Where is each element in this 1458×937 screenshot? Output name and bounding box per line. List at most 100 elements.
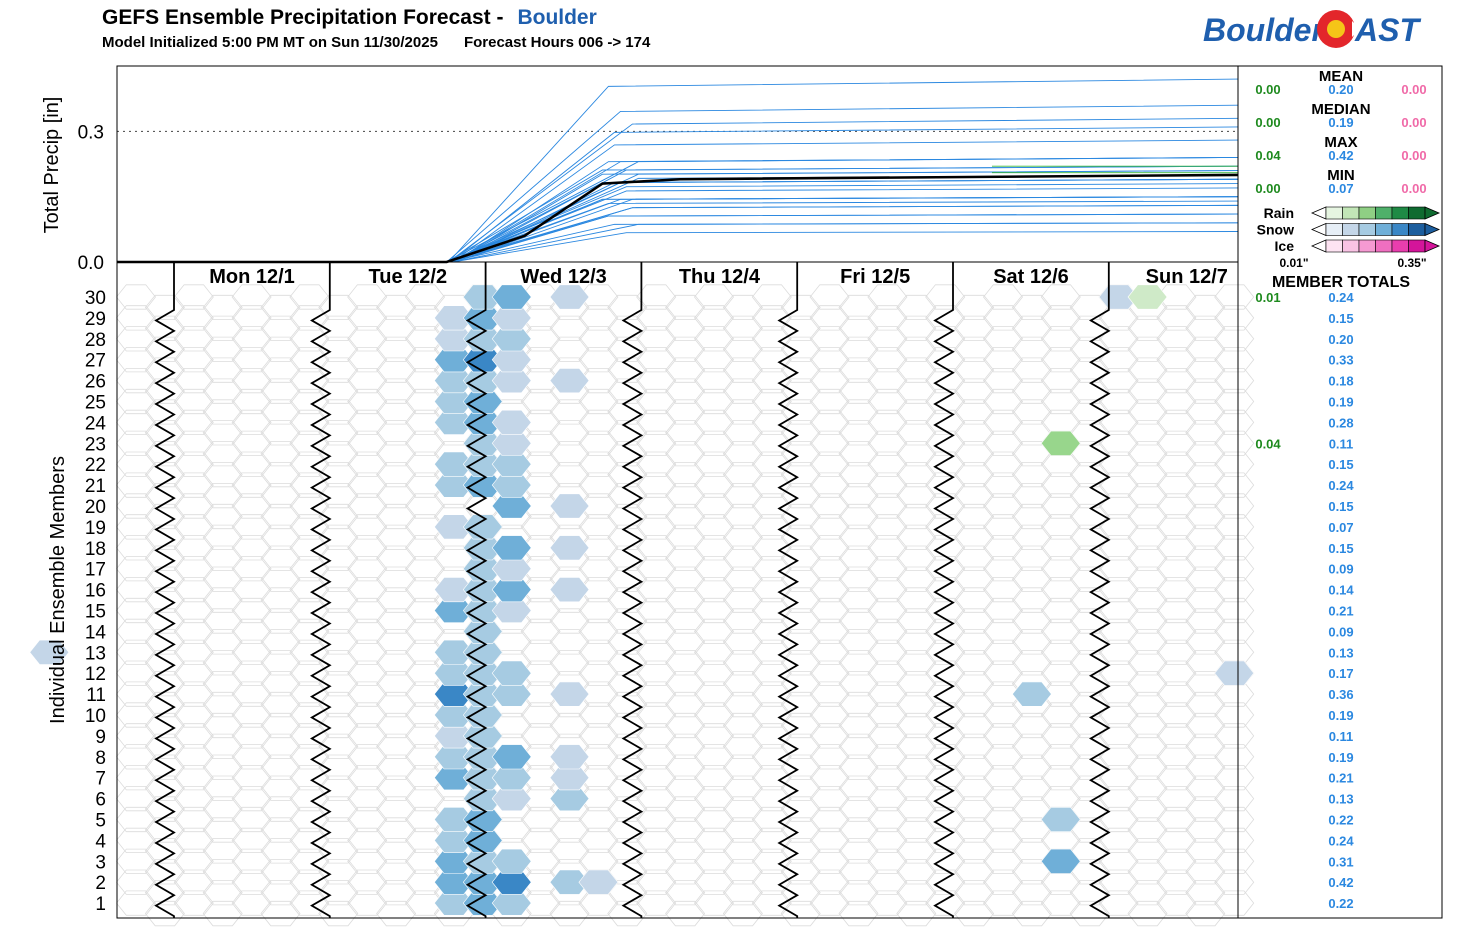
grid-hex	[578, 367, 619, 394]
grid-hex	[1040, 367, 1081, 394]
grid-hex	[1214, 556, 1255, 582]
grid-hex	[347, 639, 388, 665]
grid-hex	[1127, 671, 1168, 697]
grid-hex	[549, 441, 590, 467]
stat-snow-value: 0.42	[1328, 148, 1353, 163]
grid-hex	[954, 294, 995, 321]
grid-hex	[665, 629, 706, 655]
member-total-snow: 0.42	[1328, 875, 1353, 890]
grid-hex	[347, 409, 388, 436]
grid-hex	[693, 827, 735, 853]
grid-hex	[318, 671, 359, 697]
grid-hex	[404, 535, 446, 561]
grid-hex	[1069, 817, 1110, 843]
grid-hex	[751, 577, 792, 603]
grid-hex	[693, 556, 735, 582]
grid-hex	[144, 796, 185, 822]
grid-hex	[1069, 838, 1110, 864]
grid-hex	[260, 587, 301, 613]
grid-hex	[318, 608, 359, 634]
stat-rain-value: 0.00	[1255, 82, 1280, 97]
grid-hex	[289, 577, 330, 603]
grid-hex	[144, 566, 185, 592]
grid-hex	[636, 388, 677, 415]
grid-hex	[347, 660, 388, 686]
grid-hex	[780, 859, 821, 885]
grid-hex	[838, 775, 879, 801]
grid-hex	[636, 869, 677, 895]
grid-hex	[838, 608, 879, 634]
grid-hex	[896, 691, 937, 718]
grid-hex	[1214, 765, 1255, 791]
grid-hex	[1214, 493, 1255, 519]
grid-hex	[289, 869, 330, 895]
grid-hex	[665, 712, 706, 739]
grid-hex	[809, 806, 850, 833]
grid-hex	[722, 378, 763, 404]
grid-hex	[809, 660, 850, 686]
grid-hex	[693, 890, 735, 916]
grid-hex	[347, 451, 388, 477]
grid-hex	[347, 827, 388, 853]
stat-snow-value: 0.20	[1328, 82, 1353, 97]
grid-hex	[954, 754, 995, 780]
grid-hex	[693, 744, 735, 770]
grid-hex	[347, 786, 388, 812]
grid-hex	[780, 545, 821, 571]
grid-hex	[780, 461, 821, 488]
grid-hex	[1185, 880, 1226, 906]
grid-hex	[665, 441, 706, 467]
grid-hex	[578, 326, 619, 352]
grid-hex	[1185, 712, 1226, 739]
grid-hex	[896, 712, 937, 739]
grid-hex	[751, 514, 792, 540]
grid-hex	[202, 671, 243, 697]
grid-hex	[693, 388, 735, 415]
grid-hex	[347, 430, 388, 456]
grid-hex	[347, 681, 388, 707]
grid-hex	[954, 796, 995, 822]
grid-hex	[607, 587, 648, 613]
grid-hex	[867, 326, 908, 352]
grid-hex	[1069, 357, 1110, 383]
grid-hex	[751, 827, 792, 853]
grid-hex	[607, 482, 648, 509]
grid-hex	[578, 430, 619, 456]
grid-hex	[173, 618, 214, 644]
rain-cell	[1127, 284, 1168, 310]
grid-hex	[751, 765, 792, 791]
grid-hex	[867, 409, 908, 436]
chart-subtitle: Model Initialized 5:00 PM MT on Sun 11/3…	[102, 34, 650, 51]
grid-hex	[925, 660, 966, 686]
grid-hex	[1011, 545, 1052, 571]
grid-hex	[665, 420, 706, 446]
grid-hex	[925, 472, 966, 498]
grid-hex	[780, 336, 821, 362]
grid-hex	[838, 441, 879, 467]
grid-hex	[1156, 806, 1197, 833]
grid-hex	[809, 618, 850, 644]
grid-hex	[867, 347, 908, 373]
grid-hex	[578, 660, 619, 686]
member-label: 12	[85, 664, 106, 685]
grid-hex	[1069, 880, 1110, 906]
grid-hex	[809, 556, 850, 582]
grid-hex	[982, 869, 1024, 895]
grid-hex	[173, 493, 214, 519]
grid-hex	[231, 744, 272, 770]
grid-hex	[173, 514, 214, 540]
grid-hex	[665, 817, 706, 843]
grid-hex	[1185, 775, 1226, 801]
grid-hex	[1127, 754, 1168, 780]
grid-hex	[549, 900, 590, 927]
grid-hex	[665, 461, 706, 488]
grid-hex	[520, 472, 561, 498]
grid-hex	[693, 577, 735, 603]
grid-hex	[376, 650, 417, 676]
grid-hex	[144, 399, 185, 425]
grid-hex	[954, 775, 995, 801]
grid-hex	[954, 378, 995, 404]
member-label: 19	[85, 518, 106, 539]
grid-hex	[144, 733, 185, 759]
grid-hex	[982, 556, 1024, 582]
